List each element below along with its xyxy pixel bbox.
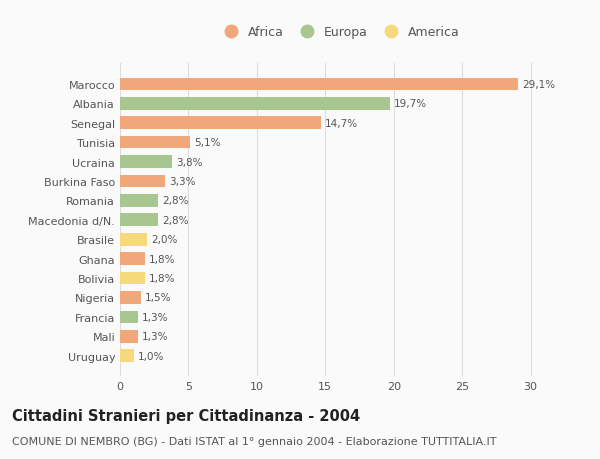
Bar (120, 156, 172, 168)
Text: COMUNE DI NEMBRO (BG) - Dati ISTAT al 1° gennaio 2004 - Elaborazione TUTTITALIA.: COMUNE DI NEMBRO (BG) - Dati ISTAT al 1°… (12, 436, 497, 446)
Bar (120, 214, 158, 227)
Text: 3,3%: 3,3% (169, 177, 196, 186)
Bar (120, 98, 389, 111)
Text: 2,8%: 2,8% (163, 215, 189, 225)
Text: 1,8%: 1,8% (149, 254, 175, 264)
Bar (120, 272, 145, 285)
Bar (120, 253, 145, 265)
Bar (120, 233, 148, 246)
Text: Cittadini Stranieri per Cittadinanza - 2004: Cittadini Stranieri per Cittadinanza - 2… (12, 409, 360, 424)
Text: 19,7%: 19,7% (394, 99, 427, 109)
Text: 1,0%: 1,0% (138, 351, 164, 361)
Text: 1,8%: 1,8% (149, 274, 175, 283)
Legend: Africa, Europa, America: Africa, Europa, America (216, 24, 462, 42)
Text: 2,8%: 2,8% (163, 196, 189, 206)
Bar (120, 78, 518, 91)
Bar (120, 175, 165, 188)
Text: 5,1%: 5,1% (194, 138, 220, 148)
Text: 1,5%: 1,5% (145, 293, 171, 303)
Bar (120, 117, 321, 130)
Bar (120, 330, 138, 343)
Text: 1,3%: 1,3% (142, 312, 169, 322)
Text: 2,0%: 2,0% (151, 235, 178, 245)
Text: 29,1%: 29,1% (523, 80, 556, 90)
Text: 3,8%: 3,8% (176, 157, 203, 167)
Bar (120, 195, 158, 207)
Bar (120, 311, 138, 324)
Text: 14,7%: 14,7% (325, 118, 358, 129)
Bar (120, 136, 190, 149)
Bar (120, 350, 134, 362)
Text: 1,3%: 1,3% (142, 331, 169, 341)
Bar (120, 291, 140, 304)
